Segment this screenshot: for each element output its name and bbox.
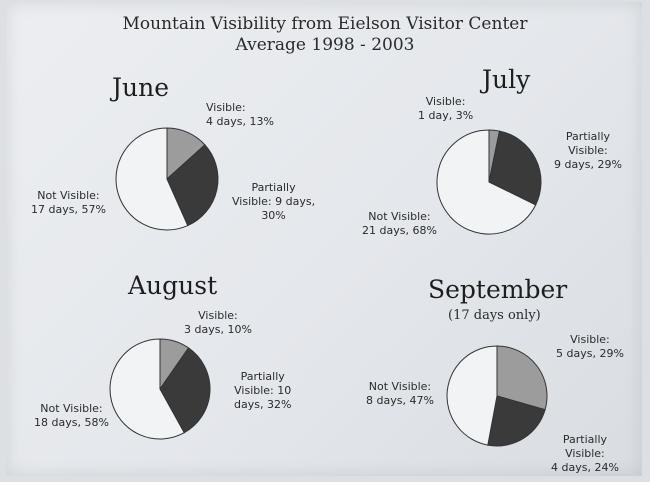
label-august-partial: Partially Visible: 10 days, 32% [234, 370, 291, 412]
chart-title-july: July [482, 65, 531, 94]
label-line: Visible: [206, 101, 246, 114]
label-line: Visible: 10 [234, 384, 292, 397]
label-line: Visible: [565, 447, 605, 460]
chart-title-august: August [128, 271, 218, 300]
label-line: Not Visible: [37, 189, 100, 202]
label-august-not-visible: Not Visible: 18 days, 58% [34, 402, 109, 430]
pie-slice-not-visible [115, 127, 189, 231]
page-title: Mountain Visibility from Eielson Visitor… [122, 14, 528, 34]
chart-title-june: June [112, 73, 170, 102]
label-line: 18 days, 58% [34, 416, 109, 429]
pie-slice-not-visible [446, 345, 498, 446]
label-line: Visible: [425, 95, 466, 108]
label-june-visible: Visible: 4 days, 13% [206, 101, 274, 129]
label-september-partial: Partially Visible: 4 days, 24% [551, 433, 619, 475]
label-line: Visible: [570, 333, 610, 346]
label-line: Visible: [198, 309, 238, 322]
pie-chart-july [436, 129, 542, 235]
pie-slice-not-visible [109, 338, 185, 440]
chart-title-september: September [428, 275, 568, 304]
label-line: 4 days, 13% [206, 115, 274, 128]
pie-slice-partially-visible [488, 130, 542, 206]
pie-slice-not-visible [436, 129, 537, 235]
label-line: 17 days, 57% [31, 203, 106, 216]
label-line: Partially [251, 181, 296, 194]
label-line: Not Visible: [40, 402, 103, 415]
pie-slice-partially-visible [166, 144, 219, 227]
label-line: Partially [240, 370, 285, 383]
label-line: 30% [261, 209, 286, 222]
label-line: 9 days, 29% [554, 158, 622, 171]
label-line: 4 days, 24% [551, 461, 619, 474]
label-line: Not Visible: [368, 380, 432, 393]
pie-slice-partially-visible [159, 347, 211, 434]
label-line: Partially [565, 130, 611, 143]
label-line: Visible: 9 days, [232, 195, 316, 208]
label-line: days, 32% [234, 398, 292, 411]
label-line: 5 days, 29% [556, 347, 624, 360]
pie-chart-june [115, 127, 219, 231]
label-line: 3 days, 10% [184, 323, 252, 336]
label-july-visible: Visible: 1 day, 3% [418, 95, 473, 123]
page-subtitle: Average 1998 - 2003 [235, 35, 415, 55]
pie-slice-partially-visible [487, 395, 546, 447]
pie-slice-visible [496, 345, 548, 411]
label-line: Partially [562, 433, 608, 446]
label-june-partial: Partially Visible: 9 days, 30% [232, 181, 315, 223]
label-line: Visible: [568, 144, 608, 157]
label-line: 21 days, 68% [362, 224, 437, 237]
label-september-not-visible: Not Visible: 8 days, 47% [366, 380, 434, 408]
label-line: 8 days, 47% [366, 394, 434, 407]
label-august-visible: Visible: 3 days, 10% [184, 309, 252, 337]
label-june-not-visible: Not Visible: 17 days, 57% [31, 189, 106, 217]
label-line: Not Visible: [368, 210, 431, 223]
label-september-visible: Visible: 5 days, 29% [556, 333, 624, 361]
chart-subtitle-september: (17 days only) [448, 308, 541, 323]
label-july-not-visible: Not Visible: 21 days, 68% [362, 210, 437, 238]
pie-chart-august [109, 338, 211, 440]
pie-chart-september [446, 345, 548, 447]
label-july-partial: Partially Visible: 9 days, 29% [554, 130, 622, 172]
label-line: 1 day, 3% [418, 109, 474, 122]
